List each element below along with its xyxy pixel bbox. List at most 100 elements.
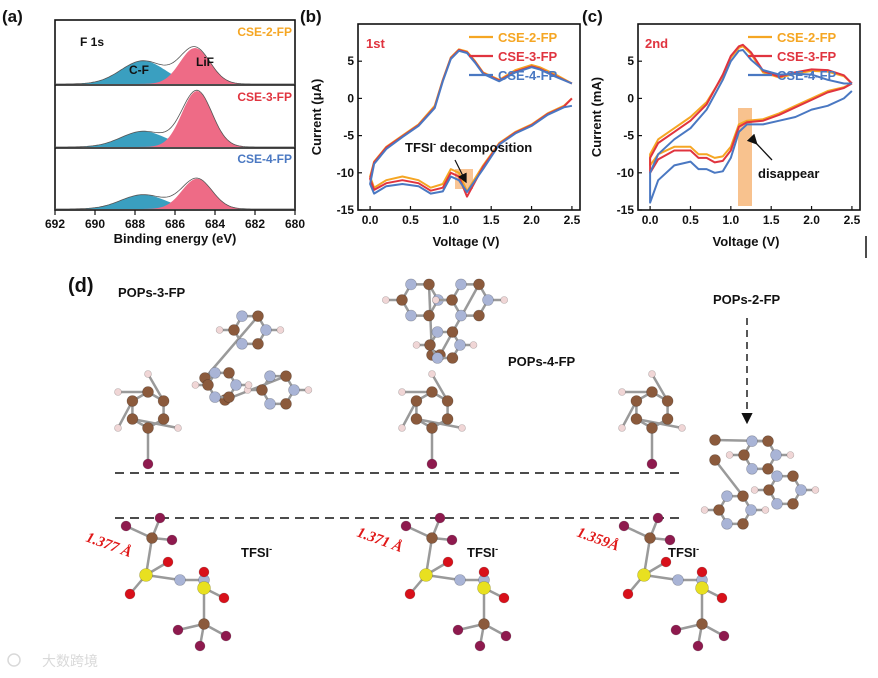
cv-y-tick-label: 5: [347, 54, 354, 68]
panel-d-letter: (d): [68, 275, 94, 297]
cv1-legend-cse3: CSE-3-FP: [498, 49, 558, 64]
pops2-ring-2: [750, 470, 820, 510]
cv-y-tick-label: -15: [337, 203, 355, 217]
xps-cse-4-fp-envelope: [55, 177, 295, 210]
cv2-annotation-arrow: [746, 133, 773, 161]
cv2-y-label: Current (mA): [589, 77, 604, 157]
cv-y-tick-label: -10: [617, 166, 635, 180]
pops2-ring-1: [709, 434, 795, 475]
cv-y-tick-label: -15: [617, 203, 635, 217]
xps-cse-2-fp-c-f-peak: [55, 60, 295, 84]
panel-a-letter: (a): [2, 7, 23, 26]
cv1-legend: CSE-2-FP CSE-3-FP CSE-4-FP: [469, 30, 558, 83]
xps-x-tick-label: 692: [45, 217, 65, 231]
cv2-highlight: [738, 108, 752, 206]
cv2-cycle-label: 2nd: [645, 36, 668, 51]
pops4-ring-2: [431, 278, 509, 361]
xps-x-tick-label: 688: [125, 217, 145, 231]
cv2-x-label: Voltage (V): [713, 234, 780, 249]
xps-x-label: Binding energy (eV): [114, 231, 237, 246]
panel-b-frame: [357, 23, 581, 211]
cv-y-tick-label: 0: [347, 91, 354, 105]
tfsi-2: [400, 512, 512, 652]
xps-x-tick-label: 686: [165, 217, 185, 231]
xps-peak-cf: C-F: [129, 63, 149, 77]
tfsi-label-3: TFSI-: [668, 544, 699, 560]
xps-cse-3-fp-lif-peak: [55, 91, 295, 147]
cv2-legend: CSE-2-FP CSE-3-FP CSE-4-FP: [748, 30, 837, 83]
xps-x-tick-label: 680: [285, 217, 305, 231]
bond-length-3: 1.359Å: [575, 525, 622, 555]
pops4-phenyl: [398, 370, 466, 470]
panel-c-letter: (c): [582, 7, 603, 26]
watermark-logo-icon: [7, 653, 21, 667]
cv-x-tick-label: 0.5: [682, 213, 699, 227]
pops2-ring-3: [700, 454, 770, 530]
cv-y-tick-label: -10: [337, 166, 355, 180]
tfsi-1: [120, 512, 232, 652]
cv1-annotation-arrow: [454, 159, 467, 184]
xps-label-cse4: CSE-4-FP: [237, 152, 292, 166]
cv-2nd-cse-4-fp-line: [649, 49, 853, 204]
xps-x-tick-label: 682: [245, 217, 265, 231]
xps-x-tick-label: 690: [85, 217, 105, 231]
cv1-x-label: Voltage (V): [433, 234, 500, 249]
cv-x-tick-label: 1.5: [483, 213, 500, 227]
xps-cse-4-fp-lif-peak: [55, 178, 295, 209]
cv-x-tick-label: 0.5: [402, 213, 419, 227]
cv-y-tick-label: 5: [627, 54, 634, 68]
cv-1st-cse-4-fp-line: [369, 49, 573, 195]
xps-label-cse3: CSE-3-FP: [237, 90, 292, 104]
cv-x-tick-label: 0.0: [362, 213, 379, 227]
cv1-legend-cse2: CSE-2-FP: [498, 30, 558, 45]
pops3-ring-2: [219, 370, 313, 410]
cv2-annotation: disappear: [758, 166, 819, 181]
panel-b-letter: (b): [300, 7, 322, 26]
panel-b-cv: 0.0 0.5 1.0 1.5 2.0 2.5 5 0 -5 -10 -15 1st Current…: [309, 23, 581, 249]
pops4-ring-3: [412, 326, 478, 364]
cv-x-tick-label: 2.0: [523, 213, 540, 227]
xps-cse-3-fp-envelope: [55, 89, 295, 148]
panel-c-frame: [637, 23, 861, 211]
bond-length-1: 1.377 Å: [84, 530, 134, 561]
xps-label-cse2: CSE-2-FP: [237, 25, 292, 39]
xps-title: F 1s: [80, 35, 104, 49]
cv-x-tick-label: 1.0: [442, 213, 459, 227]
xps-cse-4-fp-c-f-peak: [55, 194, 295, 209]
bond-length-2: 1.371 Å: [355, 525, 405, 556]
pops4-label: POPs-4-FP: [508, 354, 576, 369]
xps-cse-2-fp-envelope: [55, 46, 295, 85]
watermark: 大数跨境: [7, 653, 98, 670]
cv-x-tick-label: 2.5: [564, 213, 581, 227]
cv2-ticks: 0.0 0.5 1.0 1.5 2.0 2.5 5 0 -5 -10 -15: [617, 54, 861, 227]
pops3-phenyl: [114, 370, 182, 470]
pops3-label: POPs-3-FP: [118, 285, 186, 300]
cv-y-tick-label: -5: [343, 129, 354, 143]
cv1-annotation: TFSI- decomposition: [405, 139, 532, 155]
cv-x-tick-label: 2.0: [803, 213, 820, 227]
pops4-ring-1: [381, 278, 459, 361]
xps-peak-lif: LiF: [196, 55, 214, 69]
panel-c-cv: 0.0 0.5 1.0 1.5 2.0 2.5 5 0 -5 -10 -15 2nd Current…: [589, 23, 861, 249]
cv-x-tick-label: 1.5: [763, 213, 780, 227]
cv1-cycle-label: 1st: [366, 36, 385, 51]
cv-x-tick-label: 2.5: [844, 213, 861, 227]
panel-a-xps: F 1s C-F LiF CSE-2-FP CSE-3-FP CSE-4-FP …: [45, 19, 305, 246]
xps-cse-3-fp-c-f-peak: [55, 131, 295, 147]
xps-peaks: [55, 46, 295, 210]
xps-x-ticks: 692 690 688 686 684 682 680: [45, 210, 305, 231]
cv-x-tick-label: 1.0: [722, 213, 739, 227]
cv-x-tick-label: 0.0: [642, 213, 659, 227]
pops3-ring-1: [199, 310, 285, 384]
tfsi-label-2: TFSI-: [467, 544, 498, 560]
watermark-text: 大数跨境: [42, 654, 98, 670]
xps-x-tick-label: 684: [205, 217, 225, 231]
pops3-ring-3: [191, 367, 253, 403]
cv-y-tick-label: 0: [627, 91, 634, 105]
tfsi-3: [618, 512, 730, 652]
cv1-y-label: Current (μA): [309, 79, 324, 156]
cv1-ticks: 0.0 0.5 1.0 1.5 2.0 2.5 5 0 -5 -10 -15: [337, 54, 581, 227]
pops2-label: POPs-2-FP: [713, 292, 781, 307]
panel-d-structures: POPs-3-FP POPs-4-FP POPs-2-FP TFSI- TFSI…: [84, 278, 820, 652]
